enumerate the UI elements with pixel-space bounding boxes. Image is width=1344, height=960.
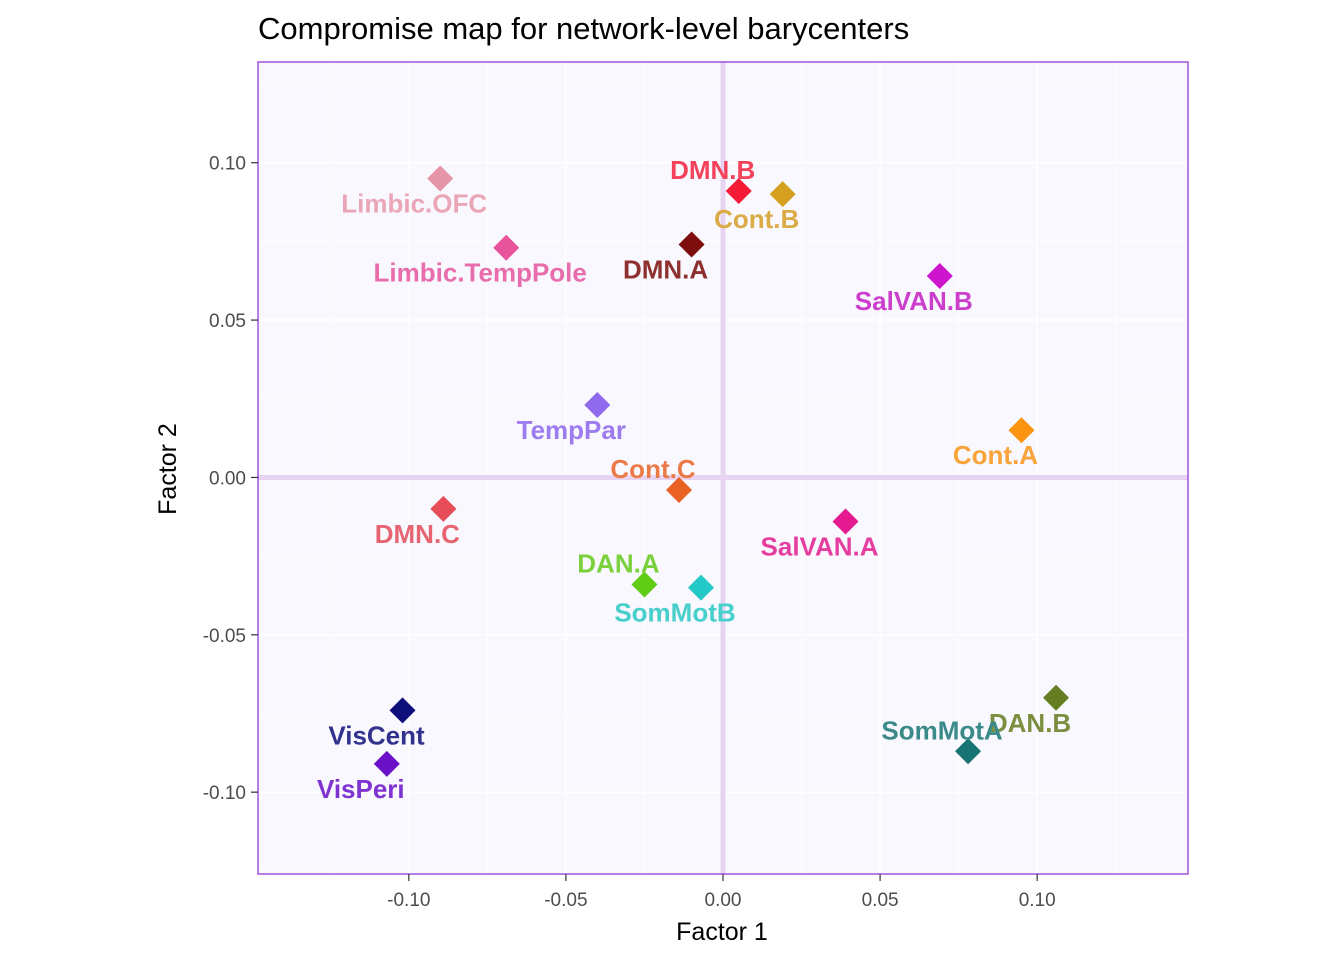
data-point bbox=[769, 181, 796, 208]
data-point bbox=[832, 508, 859, 535]
point-labels: Limbic.OFCLimbic.TempPoleDMN.BCont.BDMN.… bbox=[317, 155, 1071, 804]
plot-panel bbox=[257, 61, 1189, 875]
data-point bbox=[666, 477, 693, 504]
x-axis-label: Factor 1 bbox=[676, 918, 768, 946]
data-label: Limbic.TempPole bbox=[374, 258, 587, 288]
data-point bbox=[688, 574, 715, 601]
data-label: SalVAN.B bbox=[855, 286, 973, 316]
y-axis-label: Factor 2 bbox=[154, 423, 182, 515]
data-point bbox=[631, 571, 658, 598]
data-point bbox=[1008, 417, 1035, 444]
data-label: VisCent bbox=[328, 720, 425, 750]
data-point bbox=[373, 750, 400, 777]
data-point bbox=[430, 495, 457, 522]
y-axis: -0.10 -0.05 0.00 0.05 0.10 bbox=[203, 154, 258, 804]
data-label: DMN.C bbox=[375, 519, 460, 549]
y-tick-label: -0.05 bbox=[203, 626, 246, 647]
data-point bbox=[427, 165, 454, 192]
data-label: VisPeri bbox=[317, 774, 405, 804]
x-tick-label: 0.10 bbox=[1019, 890, 1056, 911]
data-label: TempPar bbox=[517, 415, 626, 445]
data-point bbox=[955, 738, 982, 765]
data-label: Cont.C bbox=[610, 454, 695, 484]
data-label: DAN.B bbox=[989, 708, 1071, 738]
data-point bbox=[725, 178, 752, 205]
x-axis: -0.10 -0.05 0.00 0.05 0.10 bbox=[387, 874, 1056, 911]
data-label: Cont.A bbox=[953, 440, 1038, 470]
data-label: DMN.A bbox=[623, 255, 708, 285]
data-point bbox=[584, 392, 611, 419]
x-tick-label: -0.05 bbox=[544, 890, 587, 911]
data-point bbox=[1043, 684, 1070, 711]
data-point bbox=[926, 263, 953, 290]
data-label: SomMotA bbox=[881, 715, 1003, 745]
data-label: SomMotB bbox=[614, 598, 735, 628]
chart-title: Compromise map for network-level barycen… bbox=[258, 11, 909, 46]
data-label: Cont.B bbox=[714, 204, 799, 234]
data-label: DMN.B bbox=[670, 155, 755, 185]
data-points bbox=[373, 165, 1070, 777]
x-tick-label: 0.00 bbox=[705, 890, 742, 911]
data-label: DAN.A bbox=[577, 548, 660, 578]
data-point bbox=[678, 231, 705, 258]
y-tick-label: -0.10 bbox=[203, 783, 246, 804]
data-label: Limbic.OFC bbox=[341, 188, 487, 218]
data-point bbox=[493, 234, 520, 261]
x-tick-label: 0.05 bbox=[862, 890, 899, 911]
data-point bbox=[389, 697, 416, 724]
y-tick-label: 0.10 bbox=[209, 154, 246, 175]
data-label: SalVAN.A bbox=[761, 532, 879, 562]
x-tick-label: -0.10 bbox=[387, 890, 430, 911]
y-tick-label: 0.05 bbox=[209, 311, 246, 332]
y-tick-label: 0.00 bbox=[209, 468, 246, 489]
